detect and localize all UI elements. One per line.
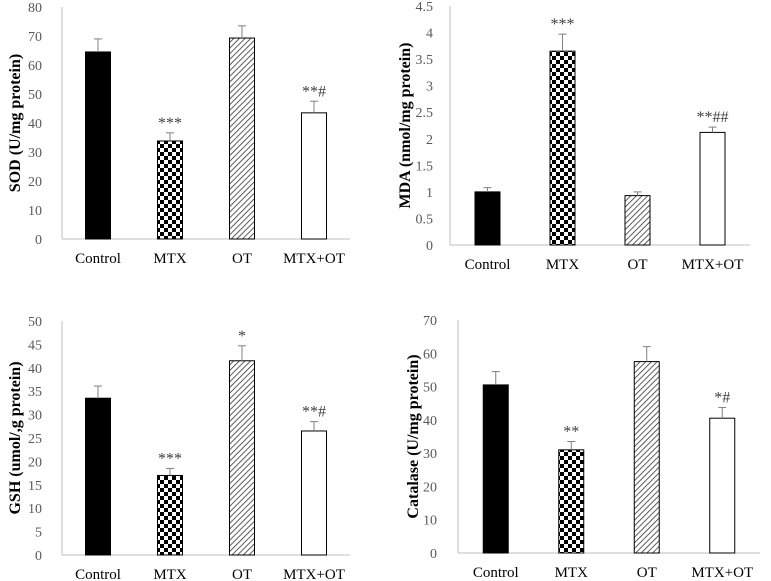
y-tick-label: 4 xyxy=(426,27,433,42)
x-category-label: MTX+OT xyxy=(283,251,345,267)
significance-label: * xyxy=(238,328,246,345)
x-category-label: Control xyxy=(465,257,511,273)
bar-control xyxy=(482,384,509,554)
significance-label: ** xyxy=(563,423,579,440)
x-category-label: MTX xyxy=(555,565,589,581)
y-tick-label: 10 xyxy=(28,502,42,517)
y-tick-label: 1 xyxy=(426,186,433,201)
y-tick-label: 0.5 xyxy=(416,212,434,227)
y-axis-title: GSH (umol/,g protein) xyxy=(7,361,24,514)
x-category-label: Control xyxy=(75,567,121,581)
bar-control xyxy=(474,191,501,246)
y-tick-label: 60 xyxy=(28,59,42,74)
y-tick-label: 40 xyxy=(423,414,437,429)
chart-panel-4: 0 10 20 30 40 50 60 70 Catalase (U/mg protein) Co… xyxy=(405,314,760,581)
y-axis-title: MDA (nmol/mg protein) xyxy=(397,43,414,209)
bar-ot xyxy=(229,360,255,556)
chart-panel-3: 0 5 10 15 20 25 30 35 40 45 50 GSH (umol/,g protein… xyxy=(7,315,350,581)
bar-ot xyxy=(229,37,255,240)
significance-label: *** xyxy=(158,450,182,467)
bar-mtx xyxy=(558,449,585,554)
x-category-label: OT xyxy=(232,567,252,581)
bar-mtx-ot xyxy=(699,131,726,246)
x-category-label: MTX xyxy=(546,257,580,273)
y-tick-label: 0 xyxy=(35,549,42,564)
y-tick-label: 30 xyxy=(28,409,42,424)
y-tick-label: 70 xyxy=(423,314,437,329)
y-tick-label: 15 xyxy=(28,479,42,494)
y-tick-label: 5 xyxy=(35,526,42,541)
y-tick-label: 2.5 xyxy=(416,106,434,121)
bar-mtx xyxy=(549,50,576,246)
y-tick-label: 20 xyxy=(28,455,42,470)
y-tick-label: 35 xyxy=(28,385,42,400)
bar-mtx-ot xyxy=(301,112,327,240)
y-tick-label: 3 xyxy=(426,80,433,95)
significance-label: **# xyxy=(302,404,326,421)
y-tick-label: 80 xyxy=(28,1,42,16)
x-category-label: MTX+OT xyxy=(682,257,744,273)
y-tick-label: 0 xyxy=(430,547,437,562)
y-tick-label: 30 xyxy=(423,447,437,462)
x-category-label: MTX+OT xyxy=(283,567,345,581)
x-category-label: MTX xyxy=(153,251,187,267)
bar-mtx-ot xyxy=(709,417,736,554)
x-category-label: OT xyxy=(232,251,252,267)
bar-control xyxy=(85,51,111,240)
significance-label: *** xyxy=(551,16,575,33)
y-tick-label: 40 xyxy=(28,117,42,132)
significance-label: **## xyxy=(697,109,729,126)
y-tick-label: 50 xyxy=(423,381,437,396)
bar-mtx xyxy=(157,140,183,240)
y-axis-title: SOD (U/mg protein) xyxy=(7,54,24,192)
bar-ot xyxy=(633,361,660,554)
x-category-label: OT xyxy=(637,565,657,581)
significance-label: *** xyxy=(158,115,182,132)
x-category-label: MTX xyxy=(153,567,187,581)
y-tick-label: 3.5 xyxy=(416,53,434,68)
x-category-label: MTX+OT xyxy=(691,565,753,581)
bar-mtx-ot xyxy=(301,430,327,556)
y-tick-label: 10 xyxy=(28,204,42,219)
y-tick-label: 50 xyxy=(28,315,42,330)
chart-panel-2: 0 0.5 1 1.5 2 2.5 3 3.5 4 4.5 MDA (nmol/mg protein… xyxy=(397,0,750,273)
y-tick-label: 50 xyxy=(28,88,42,103)
y-tick-label: 70 xyxy=(28,30,42,45)
y-tick-label: 4.5 xyxy=(416,0,434,15)
bar-ot xyxy=(624,195,651,246)
significance-label: **# xyxy=(302,83,326,100)
x-category-label: Control xyxy=(473,565,519,581)
x-category-label: OT xyxy=(628,257,648,273)
y-tick-label: 20 xyxy=(423,480,437,495)
bar-control xyxy=(85,397,111,556)
chart-panel-1: 0 10 20 30 40 50 60 70 80 SOD (U/mg protein) Contr… xyxy=(7,1,350,267)
significance-label: *# xyxy=(714,390,730,407)
y-tick-label: 40 xyxy=(28,362,42,377)
y-tick-label: 60 xyxy=(423,347,437,362)
y-axis-title: Catalase (U/mg protein) xyxy=(405,354,422,518)
bar-mtx xyxy=(157,474,183,556)
y-tick-label: 10 xyxy=(423,514,437,529)
y-tick-label: 30 xyxy=(28,146,42,161)
y-tick-label: 20 xyxy=(28,175,42,190)
x-category-label: Control xyxy=(75,251,121,267)
y-tick-label: 2 xyxy=(426,133,433,148)
y-tick-label: 25 xyxy=(28,432,42,447)
y-tick-label: 1.5 xyxy=(416,159,434,174)
y-tick-label: 0 xyxy=(35,233,42,248)
y-tick-label: 0 xyxy=(426,239,433,254)
y-tick-label: 45 xyxy=(28,338,42,353)
